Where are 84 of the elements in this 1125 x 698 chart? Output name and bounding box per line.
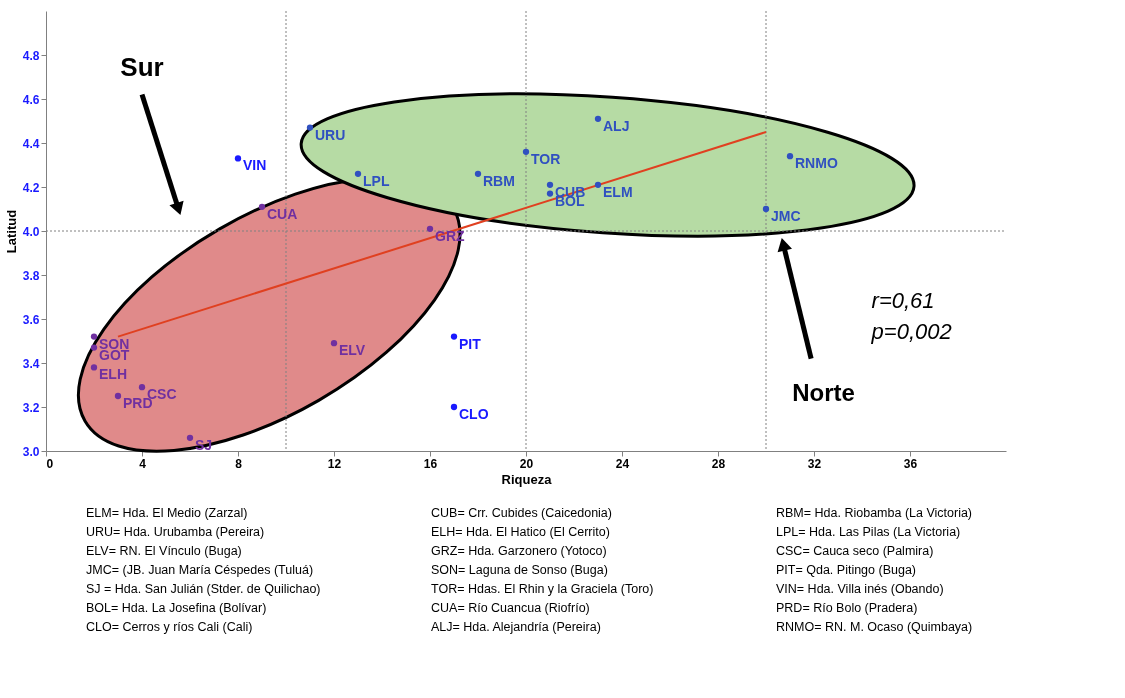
point [474, 170, 482, 177]
text: ELM= Hda. El Medio (Zarzal) [86, 506, 248, 520]
point [594, 181, 602, 188]
point [762, 205, 770, 213]
data-label: PIT [459, 335, 482, 352]
data-label: CUA [267, 205, 298, 222]
point [546, 181, 554, 188]
annotation: p=0,002 [870, 319, 952, 345]
text: BOL= Hda. La Josefina (Bolívar) [86, 601, 267, 615]
point [594, 115, 602, 122]
y-tick-label: 4.6 [22, 92, 40, 107]
text: VIN= Hda. Villa inés (Obando) [776, 582, 944, 596]
text: JMC= (JB. Juan María Céspedes (Tuluá) [86, 563, 314, 577]
text: SON= Laguna de Sonso (Buga) [431, 563, 608, 577]
y-tick-label: 3.2 [22, 400, 40, 415]
point [114, 392, 122, 400]
point [786, 153, 794, 160]
x-tick-label: 4 [139, 456, 147, 471]
data-label: ELV [339, 342, 366, 359]
text: CSC= Cauca seco (Palmira) [776, 544, 934, 558]
data-label: TOR [531, 150, 561, 167]
text: LPL= Hda. Las Pilas (La Victoria) [776, 525, 961, 539]
text: ELH= Hda. El Hatico (El Cerrito) [431, 525, 610, 539]
x-tick-label: 28 [711, 456, 726, 471]
text: CLO= Cerros y ríos Cali (Cali) [86, 620, 253, 634]
x-tick-label: 12 [327, 456, 342, 471]
point [234, 155, 242, 162]
point [90, 364, 98, 371]
data-label: ALJ [603, 117, 630, 134]
text: SJ = Hda. San Julián (Stder. de Quilichao) [86, 582, 321, 596]
point [258, 203, 266, 210]
x-axis-title: Riqueza [501, 471, 553, 487]
y-tick-label: 3.4 [22, 356, 40, 371]
point [354, 170, 362, 177]
text: ELV= RN. El Vínculo (Buga) [86, 544, 242, 558]
data-label: URU [315, 126, 346, 143]
x-tick-label: 36 [903, 456, 918, 471]
point [546, 190, 554, 197]
y-tick-label: 3.6 [22, 312, 40, 327]
x-tick-label: 0 [46, 456, 54, 471]
point [330, 340, 338, 347]
x-tick-label: 20 [519, 456, 534, 471]
data-label: CLO [459, 406, 489, 422]
x-tick-label: 16 [423, 456, 438, 471]
text: RNMO= RN. M. Ocaso (Quimbaya) [776, 620, 973, 634]
text: TOR= Hdas. El Rhin y la Graciela (Toro) [431, 582, 654, 596]
text: RBM= Hda. Riobamba (La Victoria) [776, 506, 973, 520]
x-tick-label: 24 [615, 456, 630, 471]
point [186, 434, 194, 441]
annotation: r=0,61 [871, 288, 935, 314]
x-tick-label: 8 [235, 456, 243, 471]
y-tick-label: 4.0 [22, 224, 40, 239]
text: URU= Hda. Urubamba (Pereira) [86, 525, 265, 539]
point [138, 384, 146, 391]
point [306, 124, 314, 131]
y-tick-label: 3.8 [22, 268, 40, 283]
data-label: SJ [195, 436, 213, 453]
point [450, 403, 458, 411]
point [90, 344, 98, 351]
point [522, 148, 530, 155]
text: CUA= Río Cuancua (Riofrío) [431, 601, 590, 615]
text: CUB= Crr. Cubides (Caicedonia) [431, 506, 612, 520]
text: PIT= Qda. Pitingo (Buga) [776, 563, 917, 577]
y-axis-title: Latitud [3, 209, 19, 254]
data-label: RNMO [795, 155, 838, 172]
annotation: Norte [792, 378, 855, 406]
y-tick-label: 3.0 [22, 444, 40, 459]
data-label: ELH [99, 366, 127, 383]
point [450, 333, 458, 340]
text: GRZ= Hda. Garzonero (Yotoco) [431, 544, 607, 558]
data-label: RBM [483, 172, 515, 189]
text: ALJ= Hda. Alejandría (Pereira) [431, 620, 601, 634]
data-label: JMC [771, 208, 801, 224]
y-tick-label: 4.4 [22, 136, 40, 151]
data-label: LPL [363, 172, 390, 189]
point [426, 225, 434, 232]
data-label: VIN [243, 157, 267, 174]
y-tick-label: 4.2 [22, 180, 40, 195]
annotation: Sur [120, 52, 164, 83]
point [90, 333, 98, 340]
text: PRD= Río Bolo (Pradera) [776, 601, 918, 615]
y-tick-label: 4.8 [22, 48, 40, 63]
x-tick-label: 32 [807, 456, 822, 471]
data-label: ELM [603, 183, 633, 200]
